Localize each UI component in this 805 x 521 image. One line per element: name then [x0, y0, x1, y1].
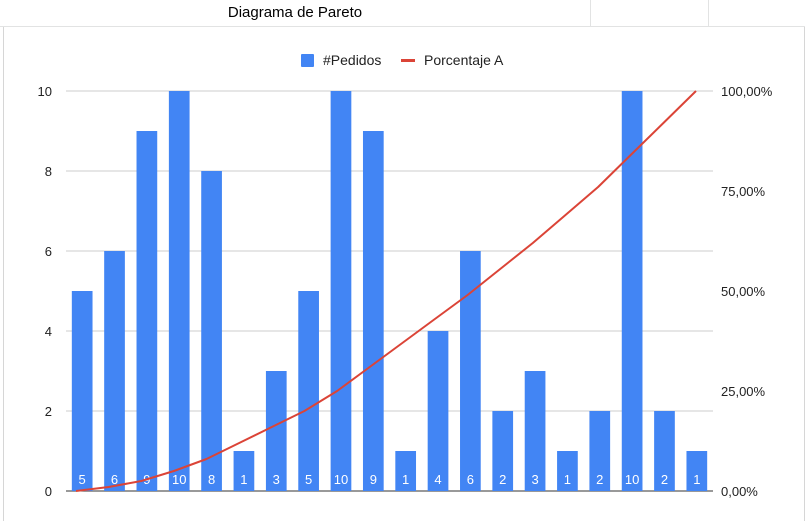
legend-label-pedidos[interactable]: #Pedidos	[323, 52, 381, 68]
bar[interactable]	[557, 451, 578, 491]
cell-empty[interactable]	[709, 0, 804, 26]
bar[interactable]	[492, 411, 514, 491]
cell-empty[interactable]	[591, 0, 709, 26]
chart-canvas: 0 2 4 6 8 10 0,00% 25,00% 50,00% 75,00% 100,00% 5…	[38, 52, 773, 499]
bar-value-label: 2	[499, 472, 506, 487]
legend-label-porcentaje[interactable]: Porcentaje A	[424, 52, 504, 68]
bar[interactable]	[362, 131, 384, 491]
pareto-chart[interactable]: 0 2 4 6 8 10 0,00% 25,00% 50,00% 75,00% 100,00% 5…	[3, 27, 805, 521]
spreadsheet-header-row: Diagrama de Pareto	[0, 0, 805, 27]
right-tick-label: 50,00%	[721, 284, 766, 299]
bar[interactable]	[265, 371, 287, 491]
bar-value-label: 6	[111, 472, 118, 487]
bar-value-label: 8	[208, 472, 215, 487]
left-axis-ticks: 0 2 4 6 8 10	[38, 84, 52, 499]
bar[interactable]	[427, 331, 449, 491]
bar-value-label: 1	[402, 472, 409, 487]
bar[interactable]	[330, 91, 352, 491]
bar[interactable]	[395, 451, 417, 491]
bar-data-labels: 5 6 9 10 8 1 3 5 10 9 1 4 6 2 3 1 2 10 2 1	[79, 472, 701, 487]
cell-chart-title[interactable]: Diagrama de Pareto	[0, 0, 591, 26]
legend-swatch-pedidos[interactable]	[301, 54, 314, 67]
right-axis-ticks: 0,00% 25,00% 50,00% 75,00% 100,00%	[721, 84, 773, 499]
bar-value-label: 1	[240, 472, 247, 487]
bar-value-label: 1	[693, 472, 700, 487]
bar[interactable]	[460, 251, 481, 491]
bar-value-label: 10	[172, 472, 186, 487]
bar-value-label: 5	[79, 472, 86, 487]
bar-value-label: 9	[370, 472, 377, 487]
bar[interactable]	[136, 131, 158, 491]
left-tick-label: 2	[45, 404, 52, 419]
bar[interactable]	[686, 451, 708, 491]
left-tick-label: 6	[45, 244, 52, 259]
left-tick-label: 10	[38, 84, 52, 99]
bar-value-label: 3	[273, 472, 280, 487]
right-tick-label: 75,00%	[721, 184, 766, 199]
bar[interactable]	[621, 91, 643, 491]
bars-series	[71, 91, 708, 491]
right-tick-label: 100,00%	[721, 84, 773, 99]
left-tick-label: 8	[45, 164, 52, 179]
bar-value-label: 1	[564, 472, 571, 487]
bar[interactable]	[201, 171, 222, 491]
bar-value-label: 5	[305, 472, 312, 487]
right-tick-label: 0,00%	[721, 484, 758, 499]
bar-value-label: 6	[467, 472, 474, 487]
bar[interactable]	[654, 411, 675, 491]
left-tick-label: 0	[45, 484, 52, 499]
bar-value-label: 2	[661, 472, 668, 487]
bar[interactable]	[298, 291, 319, 491]
bar-value-label: 3	[531, 472, 538, 487]
left-tick-label: 4	[45, 324, 52, 339]
bar-value-label: 2	[596, 472, 603, 487]
bar-value-label: 10	[334, 472, 348, 487]
bar[interactable]	[104, 251, 125, 491]
cumulative-percentage-line	[75, 90, 697, 492]
bar-value-label: 4	[434, 472, 441, 487]
bar[interactable]	[168, 91, 190, 491]
porcentaje-line[interactable]	[75, 90, 697, 492]
bar[interactable]	[233, 451, 255, 491]
bar[interactable]	[589, 411, 611, 491]
bar[interactable]	[71, 291, 93, 491]
gridlines	[66, 90, 713, 492]
bar[interactable]	[524, 371, 546, 491]
right-tick-label: 25,00%	[721, 384, 766, 399]
legend: #Pedidos Porcentaje A	[301, 52, 504, 68]
bar-value-label: 10	[625, 472, 639, 487]
